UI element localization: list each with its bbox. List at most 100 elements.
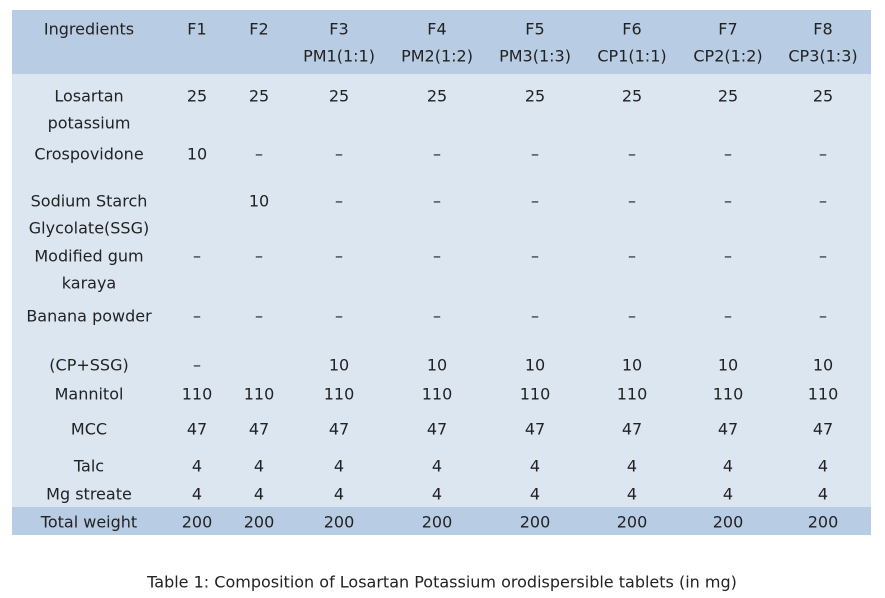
header-cell: Ingredients [43,19,135,39]
cell: 4 [626,484,638,504]
row-label: Crospovidone [34,144,144,164]
header-cell: F6 [622,19,642,39]
cell: – [628,191,636,211]
cell: 25 [621,86,643,106]
cell: 47 [426,419,448,439]
cell: – [628,246,636,266]
cell: 10 [812,355,834,375]
cell: 4 [333,456,345,476]
cell: 4 [253,456,265,476]
header-cell: F4 [427,19,447,39]
cell: 200 [181,512,213,532]
cell: 110 [323,384,355,404]
header-cell: CP1(1:1) [597,46,667,66]
cell: – [193,306,201,326]
cell: 47 [328,419,350,439]
cell: 10 [186,144,208,164]
row-label: Glycolate(SSG) [28,218,150,238]
cell: 10 [524,355,546,375]
cell: 25 [248,86,270,106]
cell: – [255,144,263,164]
cell: 110 [616,384,648,404]
cell: 47 [812,419,834,439]
cell: 110 [712,384,744,404]
cell: 4 [722,456,734,476]
cell: 4 [191,456,203,476]
row-label: (CP+SSG) [49,355,129,375]
cell: – [193,355,201,375]
cell: – [531,246,539,266]
cell: – [531,191,539,211]
row-label: Talc [73,456,105,476]
cell: 110 [519,384,551,404]
header-cell: PM2(1:2) [401,46,473,66]
cell: – [335,306,343,326]
cell: 4 [529,484,541,504]
cell: 25 [426,86,448,106]
total-background [12,507,871,535]
cell: 4 [817,484,829,504]
row-label: karaya [61,273,117,293]
cell: 110 [181,384,213,404]
cell: 25 [524,86,546,106]
row-label: potassium [47,113,131,133]
cell: 47 [621,419,643,439]
cell: 25 [328,86,350,106]
cell: – [628,144,636,164]
row-label: Banana powder [26,306,152,326]
cell: – [819,306,827,326]
cell: – [433,246,441,266]
cell: 200 [807,512,839,532]
cell: – [628,306,636,326]
row-label: Mg streate [46,484,132,504]
cell: – [724,191,732,211]
cell: – [335,246,343,266]
cell: 10 [717,355,739,375]
cell: – [433,144,441,164]
cell: 4 [431,484,443,504]
header-cell: PM3(1:3) [499,46,571,66]
header-background [12,10,871,74]
header-cell: F3 [329,19,349,39]
cell: – [335,191,343,211]
cell: 4 [529,456,541,476]
row-label: Losartan [54,86,124,106]
caption: Table 1: Composition of Losartan Potassi… [147,572,737,592]
cell: 10 [248,191,270,211]
header-cell: F7 [718,19,738,39]
cell: 25 [812,86,834,106]
cell: 200 [712,512,744,532]
cell: – [819,144,827,164]
cell: 200 [421,512,453,532]
row-label: Sodium Starch [30,191,148,211]
cell: – [193,246,201,266]
cell: 4 [626,456,638,476]
header-cell: F1 [187,19,207,39]
cell: 25 [186,86,208,106]
row-label: Modified gum [34,246,144,266]
cell: 4 [253,484,265,504]
cell: 47 [248,419,270,439]
cell: 200 [519,512,551,532]
cell: 4 [333,484,345,504]
cell: 25 [717,86,739,106]
cell: – [531,144,539,164]
cell: – [433,191,441,211]
cell: – [335,144,343,164]
cell: 4 [722,484,734,504]
header-cell: CP3(1:3) [788,46,858,66]
cell: – [255,306,263,326]
cell: 110 [243,384,275,404]
header-cell: F5 [525,19,545,39]
cell: 10 [621,355,643,375]
cell: 47 [524,419,546,439]
header-cell: PM1(1:1) [303,46,375,66]
row-label: Total weight [40,512,138,532]
body-background [12,74,871,507]
cell: 200 [323,512,355,532]
cell: – [724,246,732,266]
cell: – [724,306,732,326]
row-label: MCC [70,419,108,439]
header-cell: F2 [249,19,269,39]
